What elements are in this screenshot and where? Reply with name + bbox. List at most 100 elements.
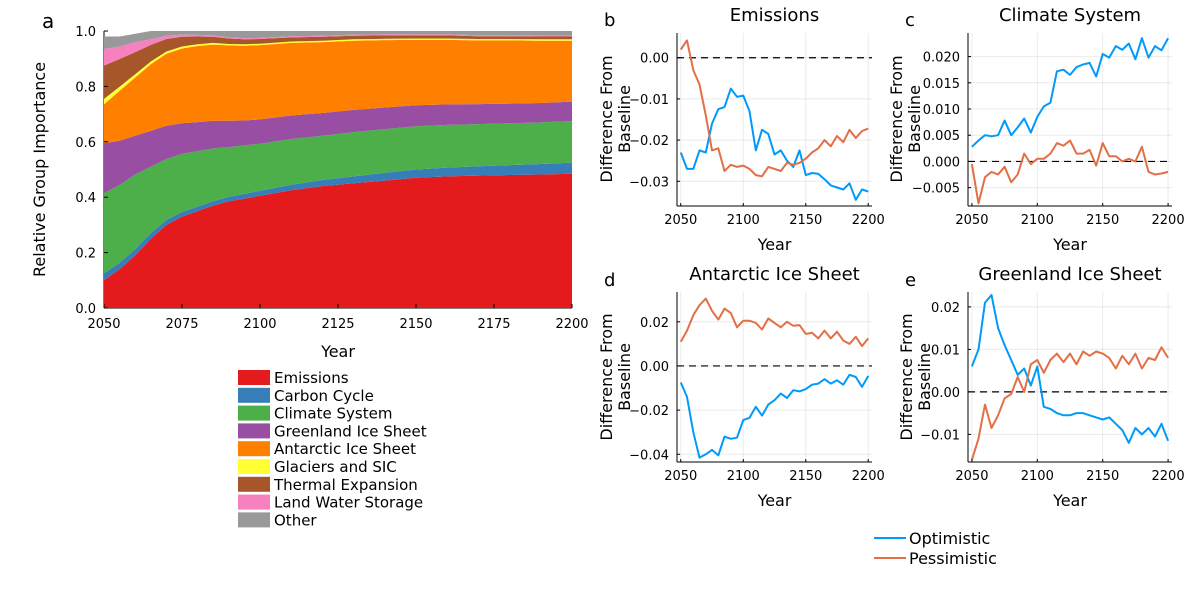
- series-line-pessimistic: [679, 39, 869, 178]
- chart-title: Antarctic Ice Sheet: [689, 264, 859, 285]
- panel-letter-c: c: [905, 10, 915, 31]
- area-carbon-cycle: [104, 162, 572, 281]
- x-tick-label: 2200: [1152, 213, 1185, 228]
- y-tick-label: 0.005: [923, 129, 960, 144]
- x-tick-label: 2200: [852, 213, 885, 228]
- panel-b-emissions-line-chart: 2050 2100 2150 2200 −0.03 −0.02 −0.01 0.00 Emiss…: [597, 5, 885, 254]
- y-tick-label: 0.01: [931, 343, 960, 358]
- x-axis-label: Year: [757, 235, 792, 254]
- panel-a-stacked-area: 2050 2075 2100 2125 2150 2175 2200 0.0 0.2 0.4 0.6…: [30, 25, 589, 361]
- area-climate-system: [104, 121, 572, 274]
- panel-letter-d: d: [604, 270, 615, 291]
- panel-a-x-tick-label: 2125: [321, 317, 354, 332]
- x-tick-label: 2200: [852, 469, 885, 484]
- panel-a-x-tick-label: 2200: [555, 317, 588, 332]
- y-tick-label: −0.03: [629, 175, 669, 190]
- panel-a-y-axis-label: Relative Group Importance: [30, 62, 49, 277]
- y-tick-label: 0.020: [923, 51, 960, 66]
- legend-label-emissions: Emissions: [274, 369, 349, 387]
- y-tick-label: 0.02: [640, 316, 669, 331]
- x-tick-label: 2100: [1021, 213, 1054, 228]
- y-tick-label: 0.00: [640, 360, 669, 375]
- x-tick-label: 2100: [1021, 469, 1054, 484]
- y-tick-label: −0.01: [920, 428, 960, 443]
- panel-a-x-tick-label: 2050: [87, 317, 120, 332]
- panel-a-x-tick-label: 2100: [243, 317, 276, 332]
- x-axis-label: Year: [1052, 235, 1087, 254]
- series-line-optimistic: [679, 87, 869, 201]
- x-tick-label: 2150: [789, 213, 822, 228]
- series-line-optimistic: [971, 37, 1169, 148]
- area-other: [104, 31, 572, 49]
- y-tick-label: −0.04: [629, 448, 669, 463]
- panel-d-antarctic-line-chart: 2050 2100 2150 2200 −0.04 −0.02 0.00 0.02 Antarc…: [597, 264, 885, 510]
- series-line-pessimistic: [970, 139, 1169, 205]
- legend-label-optimistic: Optimistic: [909, 529, 990, 548]
- x-tick-label: 2050: [664, 213, 697, 228]
- legend-swatch-greenland-ice-sheet: [238, 423, 270, 439]
- x-tick-label: 2150: [1086, 469, 1119, 484]
- y-tick-label: 0.02: [931, 301, 960, 316]
- panel-a-y-tick-label: 0.6: [75, 136, 96, 151]
- panel-a-y-tick-label: 1.0: [75, 25, 96, 40]
- y-tick-label: −0.02: [629, 134, 669, 149]
- series-line-pessimistic: [970, 346, 1169, 461]
- legend-swatch-thermal-expansion: [238, 476, 270, 492]
- area-antarctic-ice-sheet: [104, 39, 572, 144]
- x-tick-label: 2200: [1152, 469, 1185, 484]
- x-tick-label: 2050: [955, 469, 988, 484]
- legend-swatch-land-water-storage: [238, 494, 270, 510]
- y-axis-label: Difference FromBaseline: [597, 313, 634, 440]
- x-tick-label: 2100: [727, 469, 760, 484]
- x-tick-label: 2150: [789, 469, 822, 484]
- panel-a-y-tick-label: 0.2: [75, 247, 96, 262]
- x-tick-label: 2150: [1086, 213, 1119, 228]
- y-tick-label: −0.01: [629, 93, 669, 108]
- y-axis-label: Difference FromBaseline: [887, 55, 924, 182]
- chart-title: Emissions: [730, 5, 819, 26]
- legend-swatch-other: [238, 512, 270, 528]
- area-emissions: [104, 173, 572, 308]
- legend-label-climate-system: Climate System: [274, 405, 392, 423]
- y-tick-label: 0.015: [923, 77, 960, 92]
- panel-a-y-tick-label: 0.8: [75, 80, 96, 95]
- panel-c-climate-system-line-chart: 2050 2100 2150 2200 −0.005 0.000 0.005 0.010 0.0…: [887, 5, 1185, 254]
- legend-label-antarctic-ice-sheet: Antarctic Ice Sheet: [274, 440, 416, 458]
- x-tick-label: 2050: [955, 213, 988, 228]
- y-axis-label: Difference FromBaseline: [897, 313, 934, 440]
- panel-letter-e: e: [905, 270, 916, 291]
- legend-label-land-water-storage: Land Water Storage: [274, 494, 423, 512]
- x-axis-label: Year: [1052, 491, 1087, 510]
- x-tick-label: 2050: [664, 469, 697, 484]
- legend-swatch-emissions: [238, 370, 270, 385]
- y-tick-label: 0.00: [931, 386, 960, 401]
- y-tick-label: 0.010: [923, 103, 960, 118]
- legend-label-thermal-expansion: Thermal Expansion: [273, 476, 418, 494]
- series-line-optimistic: [679, 373, 870, 459]
- series-line-pessimistic: [679, 297, 870, 348]
- panel-e-greenland-line-chart: 2050 2100 2150 2200 −0.01 0.00 0.01 0.02 Greenla…: [897, 264, 1185, 510]
- y-axis-label: Difference FromBaseline: [597, 55, 634, 182]
- series-line-optimistic: [970, 294, 1170, 444]
- legend-label-pessimistic: Pessimistic: [909, 549, 997, 568]
- panel-a-x-tick-label: 2075: [165, 317, 198, 332]
- panel-letter-a: a: [42, 9, 54, 33]
- x-axis-label: Year: [757, 491, 792, 510]
- panel-a-y-tick-label: 0.0: [75, 302, 96, 317]
- y-tick-label: 0.000: [923, 155, 960, 170]
- y-tick-label: 0.00: [640, 52, 669, 67]
- panel-a-x-tick-label: 2150: [399, 317, 432, 332]
- legend-label-glaciers-and-sic: Glaciers and SIC: [274, 458, 397, 476]
- y-tick-label: −0.02: [629, 404, 669, 419]
- y-tick-label: −0.005: [912, 182, 960, 197]
- panel-a-x-tick-label: 2175: [477, 317, 510, 332]
- panel-a-y-tick-label: 0.4: [75, 191, 96, 206]
- area-greenland-ice-sheet: [104, 101, 572, 193]
- chart-title: Climate System: [999, 5, 1141, 26]
- x-tick-label: 2100: [727, 213, 760, 228]
- legend-label-other: Other: [274, 511, 317, 529]
- legend-label-carbon-cycle: Carbon Cycle: [274, 387, 374, 405]
